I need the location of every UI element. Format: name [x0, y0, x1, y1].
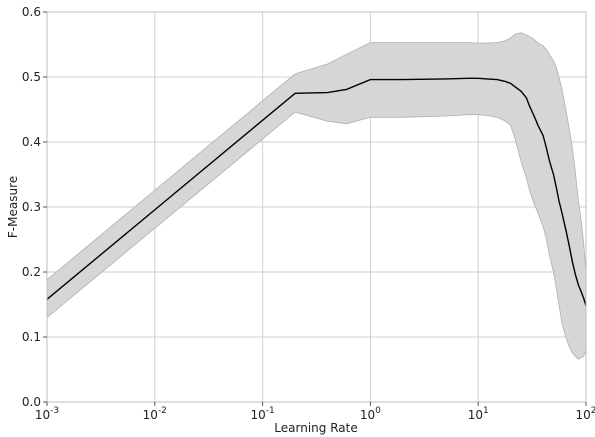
x-axis-label: Learning Rate: [274, 421, 357, 435]
y-tick-label: 0.4: [22, 135, 41, 149]
y-tick-label: 0.0: [22, 395, 41, 409]
y-tick-label: 0.3: [22, 200, 41, 214]
x-tick-label: 10-3: [35, 406, 59, 422]
x-tick-label: 10-1: [250, 406, 274, 422]
y-tick-label: 0.1: [22, 330, 41, 344]
y-tick-label: 0.5: [22, 70, 41, 84]
x-tick-label: 10-2: [143, 406, 167, 422]
y-tick-label: 0.2: [22, 265, 41, 279]
mean-line: [46, 77, 587, 307]
x-tick-label: 102: [575, 406, 595, 422]
x-tick-label: 100: [360, 406, 381, 422]
x-tick-label: 101: [468, 406, 489, 422]
y-tick-label: 0.6: [22, 5, 41, 19]
x-axis-ticks: 10-3 10-2 10-1 100 101 102: [35, 402, 595, 422]
y-axis-ticks: 0.0 0.1 0.2 0.3 0.4 0.5 0.6: [22, 5, 47, 409]
y-axis-label: F-Measure: [6, 176, 20, 238]
